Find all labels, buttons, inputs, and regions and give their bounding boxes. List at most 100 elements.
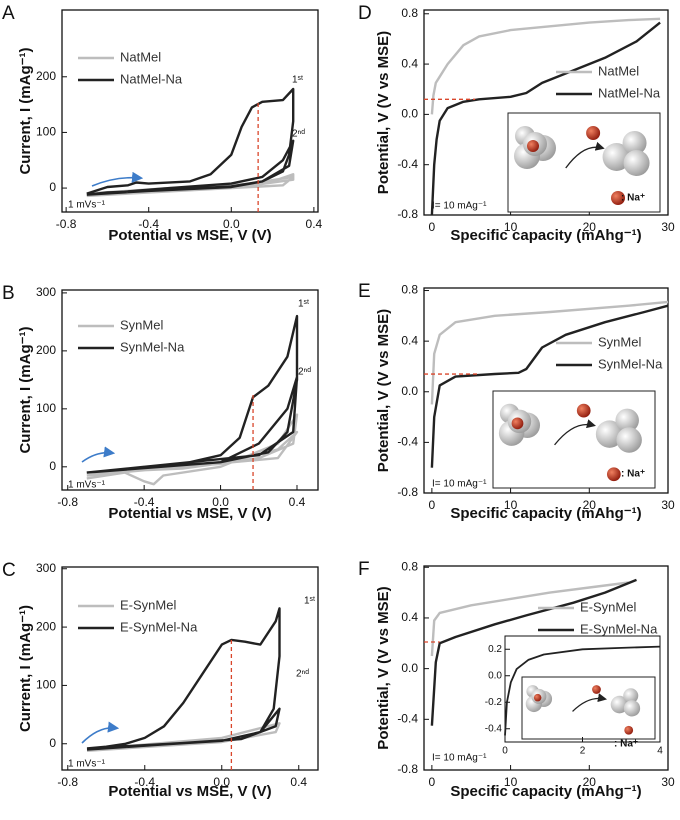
y-tick-label: 0.4 — [401, 333, 418, 347]
reaction-arrow — [565, 141, 605, 169]
annotation: 2ⁿᵈ — [296, 669, 309, 680]
series-line — [430, 304, 669, 468]
y-tick-label: 0 — [49, 459, 56, 473]
series-line — [86, 314, 299, 474]
x-tick-label: 2 — [580, 746, 586, 757]
panel-label: A — [2, 3, 15, 24]
x-axis-title: Potential vs MSE, V (V) — [108, 783, 271, 800]
sodium-ion — [511, 417, 524, 430]
x-tick-label: -0.4 — [138, 217, 159, 231]
annotation: 2ⁿᵈ — [298, 367, 311, 378]
x-tick-label: 4 — [657, 746, 663, 757]
y-tick-label: 300 — [36, 285, 56, 299]
plot-frame — [61, 566, 319, 771]
series-line — [430, 300, 669, 405]
legend-label: E-SynMel — [580, 599, 636, 614]
annotation: 1ˢᵗ — [298, 299, 309, 310]
y-tick-label: 0.8 — [401, 6, 418, 20]
y-tick-label: 100 — [36, 678, 56, 692]
y-tick-label: 100 — [36, 125, 56, 139]
series-line — [430, 21, 661, 216]
y-tick-label: -0.4 — [485, 723, 503, 734]
x-tick-label: -0.4 — [134, 775, 155, 789]
x-axis-title: Specific capacity (mAhg⁻¹) — [450, 783, 641, 800]
molecule-sphere — [623, 688, 639, 704]
legend-label: E-SynMel — [120, 597, 176, 612]
y-axis-title: Potential, V (V vs MSE) — [375, 31, 392, 194]
y-tick-label: -0.8 — [397, 485, 418, 499]
y-axis-title: Potential, V (V vs MSE) — [375, 586, 392, 749]
plot-frame — [61, 9, 319, 213]
x-tick-label: -0.4 — [134, 495, 155, 509]
x-axis-title: Specific capacity (mAhg⁻¹) — [450, 505, 641, 522]
y-tick-label: 200 — [36, 69, 56, 83]
annotation: 1ˢᵗ — [304, 596, 315, 607]
x-tick-label: 20 — [583, 220, 597, 234]
reaction-arrow — [572, 693, 608, 712]
annotation: I= 10 mAg⁻¹ — [432, 201, 487, 212]
x-tick-label: 0 — [502, 746, 508, 757]
legend-label: E-SynMel-Na — [120, 619, 198, 634]
legend-label: SynMel-Na — [598, 356, 663, 371]
legend-label: NatMel — [598, 63, 639, 78]
legend-label: NatMel-Na — [598, 85, 661, 100]
annotation: 1 mVs⁻¹ — [68, 759, 106, 770]
legend-label: E-SynMel-Na — [580, 621, 658, 636]
x-tick-label: 10 — [504, 498, 518, 512]
x-tick-label: 20 — [583, 498, 597, 512]
sodium-ion — [533, 693, 542, 702]
annotation: 2ⁿᵈ — [292, 129, 305, 140]
x-tick-label: 0.0 — [212, 495, 229, 509]
sodium-ion — [586, 126, 601, 140]
series-line — [430, 17, 661, 115]
annotation: : Na⁺ — [621, 469, 645, 480]
annotation: I= 10 mAg⁻¹ — [432, 479, 487, 490]
y-tick-label: 0.8 — [401, 559, 418, 573]
y-tick-label: 0.4 — [401, 610, 418, 624]
sodium-ion — [527, 140, 539, 152]
x-tick-label: -0.8 — [56, 217, 77, 231]
x-tick-label: -0.8 — [57, 775, 78, 789]
x-tick-label: 0 — [429, 775, 436, 789]
plot-frame — [61, 289, 319, 491]
y-tick-label: -0.4 — [397, 711, 418, 725]
y-axis-title: Current, I (mAg⁻¹) — [17, 605, 34, 732]
series-line — [86, 607, 281, 751]
legend-label: NatMel — [120, 49, 161, 64]
panel-label: E — [358, 281, 371, 302]
y-tick-label: 0.0 — [401, 107, 418, 121]
y-tick-label: 300 — [36, 561, 56, 575]
y-axis-title: Current, I (mAg⁻¹) — [17, 326, 34, 453]
y-tick-label: 200 — [36, 343, 56, 357]
x-tick-label: -0.8 — [57, 495, 78, 509]
molecule-sphere — [595, 420, 624, 448]
y-axis-title: Potential, V (V vs MSE) — [375, 309, 392, 472]
x-tick-label: 0 — [429, 498, 436, 512]
y-axis-title: Current, I (mAg⁻¹) — [17, 47, 34, 174]
sodium-ion — [576, 403, 591, 418]
panel-label: D — [358, 3, 372, 24]
x-tick-label: 0.0 — [213, 775, 230, 789]
legend-label: SynMel-Na — [120, 339, 185, 354]
y-tick-label: -0.8 — [397, 207, 418, 221]
x-tick-label: 0.0 — [223, 217, 240, 231]
panel-label: C — [2, 560, 16, 581]
sodium-ion-key — [606, 467, 621, 482]
series-line — [430, 578, 637, 726]
annotation: : Na⁺ — [614, 739, 638, 750]
x-tick-label: 0 — [429, 220, 436, 234]
x-axis-title: Potential vs MSE, V (V) — [108, 505, 271, 522]
x-tick-label: 0.4 — [290, 775, 307, 789]
molecule-sphere — [602, 143, 631, 171]
molecule-sphere — [616, 427, 642, 453]
panel-label: F — [358, 559, 370, 580]
x-tick-label: 0.4 — [289, 495, 306, 509]
x-tick-label: 20 — [583, 775, 597, 789]
sodium-ion-key — [624, 725, 634, 735]
x-axis-title: Specific capacity (mAhg⁻¹) — [450, 227, 641, 244]
x-tick-label: 30 — [661, 220, 675, 234]
y-tick-label: -0.4 — [397, 157, 418, 171]
x-axis-title: Potential vs MSE, V (V) — [108, 227, 271, 244]
y-tick-label: 0.4 — [401, 56, 418, 70]
